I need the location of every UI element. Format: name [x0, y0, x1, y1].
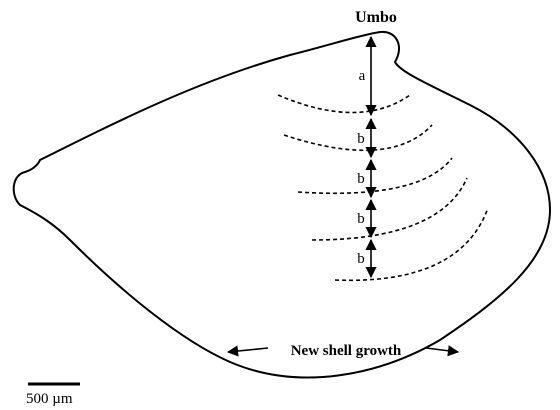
segment-label: b [357, 171, 365, 187]
shell-outline [12, 30, 552, 379]
measure-arrows [226, 35, 460, 357]
growth-line [334, 207, 489, 282]
growth-arrow-right [425, 345, 460, 357]
segment-label: b [357, 251, 365, 267]
growth-label: New shell growth [291, 343, 402, 359]
growth-line [277, 94, 411, 114]
umbo-label: Umbo [355, 9, 397, 26]
growth-line [311, 177, 468, 241]
growth-lines [277, 94, 489, 282]
segment-label: a [359, 68, 366, 84]
segment-label: b [357, 131, 365, 147]
growth-line [297, 157, 453, 195]
scale-label: 500 µm [26, 391, 73, 407]
segment-label: b [357, 211, 365, 227]
growth-arrow-left [226, 345, 269, 357]
